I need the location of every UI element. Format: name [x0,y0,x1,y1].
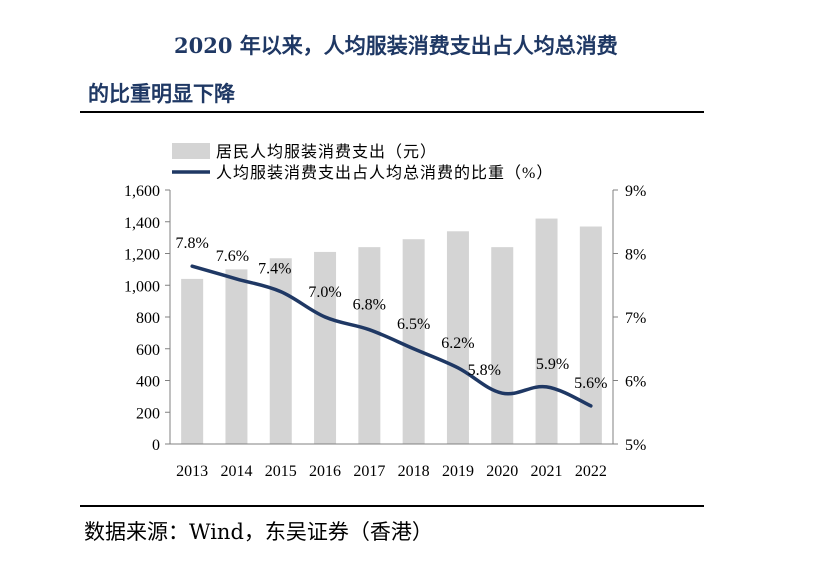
y-left-tick-label: 200 [136,405,160,422]
x-tick-label: 2018 [398,463,430,480]
y-left-tick-label: 1,400 [124,215,160,232]
page-title: 2020 年以来，人均服装消费支出占人均总消费 的比重明显下降 [88,22,728,118]
bar-2013 [181,278,204,444]
bar-2019 [446,231,469,444]
y-right-tick-label: 8% [625,247,646,264]
top-divider [80,111,704,113]
data-label-2016: 7.0% [308,284,341,301]
data-source: 数据来源：Wind，东吴证券（香港） [84,520,433,544]
data-label-2014: 7.6% [216,248,249,265]
bar-2018 [402,239,425,444]
title-line-1: 2020 年以来，人均服装消费支出占人均总消费 [174,33,618,58]
bar-2014 [225,269,248,444]
share-line [190,264,593,408]
data-label-2018: 6.5% [397,316,430,333]
bar-2020 [491,247,514,444]
bar-2016 [314,251,337,444]
y-left-tick-label: 400 [136,374,160,391]
x-tick-label: 2022 [575,463,607,480]
x-tick-label: 2019 [442,463,474,480]
data-label-2013: 7.8% [175,235,208,252]
x-tick-label: 2014 [220,463,252,480]
legend-line-label: 人均服装消费支出占人均总消费的比重（%） [216,164,553,182]
data-label-2019: 6.2% [441,335,474,352]
data-label-2020: 5.8% [468,362,501,379]
title-line-2: 的比重明显下降 [88,81,235,106]
y-left-tick-label: 1,000 [124,278,160,295]
y-right-tick-label: 9% [625,183,646,200]
legend-bar-swatch [172,143,210,159]
bar-2015 [269,258,292,444]
x-tick-label: 2020 [486,463,518,480]
y-right-tick-label: 7% [625,310,646,327]
y-left-tick-label: 1,600 [124,183,160,200]
x-tick-label: 2013 [176,463,208,480]
data-label-2022: 5.6% [574,375,607,392]
x-tick-label: 2015 [265,463,297,480]
bar-2021 [535,218,558,444]
y-left-tick-label: 800 [136,310,160,327]
bar-2017 [358,247,381,444]
bottom-divider [80,505,704,507]
legend-bar-label: 居民人均服装消费支出（元） [216,143,437,161]
data-label-2017: 6.8% [353,297,386,314]
x-tick-label: 2016 [309,463,341,480]
x-tick-label: 2017 [353,463,385,480]
data-label-2021: 5.9% [536,356,569,373]
y-left-tick-label: 1,200 [124,247,160,264]
y-right-tick-label: 6% [625,374,646,391]
y-left-tick-label: 600 [136,342,160,359]
bar-2022 [579,226,602,444]
y-right-tick-label: 5% [625,437,646,454]
data-label-2015: 7.4% [258,261,291,278]
x-tick-label: 2021 [531,463,563,480]
y-left-tick-label: 0 [152,437,160,454]
